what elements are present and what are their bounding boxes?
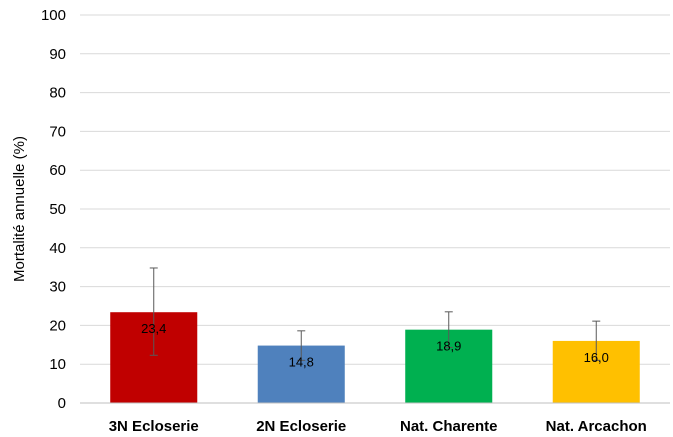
y-tick-label: 0 [58,395,66,412]
y-tick-label: 60 [49,162,66,179]
gridlines [80,14,670,365]
data-labels: 23,4 14,8 18,9 16,0 [141,321,609,369]
data-label: 18,9 [436,339,461,354]
y-tick-label: 20 [49,317,66,334]
y-tick-label: 70 [49,123,66,140]
x-category-label: 3N Ecloserie [109,418,199,435]
y-tick-label: 90 [49,46,66,63]
x-category-label: Nat. Charente [400,418,498,435]
data-label: 23,4 [141,321,166,336]
y-tick-label: 10 [49,356,66,373]
y-tick-label: 40 [49,240,66,257]
error-bars [149,267,601,361]
y-tick-label: 30 [49,279,66,296]
data-label: 16,0 [584,350,609,365]
y-axis-title: Mortalité annuelle (%) [11,136,28,282]
x-category-label: Nat. Arcachon [546,418,647,435]
data-label: 14,8 [289,355,314,370]
y-tick-label: 50 [49,201,66,218]
y-axis-ticks: 0 10 20 30 40 50 60 70 80 90 100 [41,7,66,412]
x-axis-category-labels: 3N Ecloserie 2N Ecloserie Nat. Charente Nat… [109,418,647,435]
y-tick-label: 100 [41,7,66,24]
y-tick-label: 80 [49,85,66,102]
x-category-label: 2N Ecloserie [256,418,346,435]
